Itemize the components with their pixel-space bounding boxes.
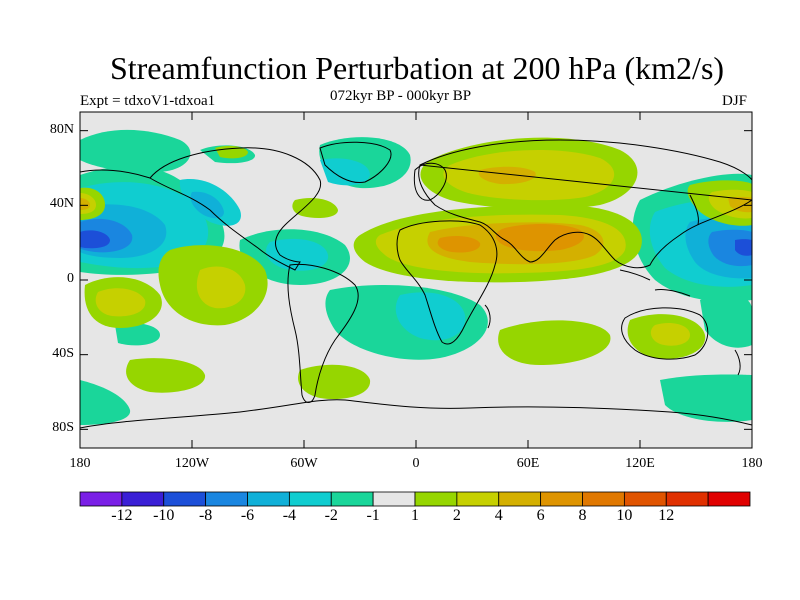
- colorbar-swatch: [665, 491, 709, 507]
- season-label: DJF: [722, 93, 748, 109]
- coast-europe: [413, 162, 447, 201]
- contour-pacific-core-blue: [80, 230, 110, 249]
- contour-arctic-north-america: [80, 129, 191, 173]
- coast-japan: [689, 194, 699, 226]
- contour-arctic-cyan: [320, 158, 370, 186]
- lon-tick-label: 120W: [174, 456, 210, 471]
- colorbar-label: 10: [616, 507, 633, 524]
- colorbar-label: -12: [111, 507, 133, 524]
- colorbar-label: -8: [198, 507, 213, 524]
- colorbar: [79, 491, 751, 507]
- colorbar-label: -4: [282, 507, 297, 524]
- contour-tropical-6b: [437, 235, 481, 253]
- colorbar-label: -2: [324, 507, 338, 524]
- colorbar-swatch: [121, 491, 165, 507]
- contour-south-pacific-band: [126, 358, 206, 393]
- coast-antarctica: [80, 399, 752, 429]
- colorbar-swatch: [163, 491, 207, 507]
- lon-tick-label: 180: [741, 456, 763, 471]
- experiment-label: Expt = tdxoV1-tdxoa1: [80, 93, 216, 109]
- lat-tick-label: 40N: [49, 196, 74, 212]
- lat-tick-label: 80N: [49, 121, 74, 137]
- contour-nw-pacific-core-blue: [735, 239, 752, 256]
- coast-north-america: [149, 147, 322, 271]
- contour-southern-ocean-west: [80, 380, 131, 425]
- lon-tick-label: 0: [412, 456, 420, 471]
- coast-south-america: [287, 263, 359, 403]
- contour-nw-pacific-deep-blue: [708, 229, 752, 267]
- colorbar-swatch: [79, 491, 123, 507]
- contour-southern-africa-positive: [498, 320, 611, 365]
- colorbar-label: 4: [494, 507, 503, 524]
- lon-tick-label: 180: [69, 456, 91, 471]
- coast-madagascar: [484, 304, 491, 329]
- contour-eurasia-4: [478, 166, 536, 185]
- subtitle-label: 072kyr BP - 000kyr BP: [330, 88, 472, 104]
- colorbar-label: 8: [578, 507, 587, 524]
- coast-greenland: [319, 141, 392, 184]
- colorbar-label: 12: [658, 507, 675, 524]
- coast-africa: [396, 220, 498, 345]
- contour-namerica-blue: [190, 191, 224, 219]
- contour-fields: [80, 129, 752, 425]
- lon-tick-label: 60E: [516, 456, 540, 471]
- colorbar-swatch: [707, 491, 751, 507]
- colorbar-label: 6: [536, 507, 545, 524]
- contour-australia-2: [650, 323, 690, 346]
- colorbar-swatch: [456, 491, 500, 507]
- contour-south-pacific-2: [95, 288, 146, 317]
- colorbar-swatch: [623, 491, 667, 507]
- coast-indonesia: [619, 269, 691, 297]
- coast-alaska: [80, 169, 151, 179]
- colorbar-swatch: [205, 491, 248, 507]
- colorbar-label: 2: [452, 507, 461, 524]
- colorbar-label: -6: [240, 507, 255, 524]
- contour-southern-ocean-east: [660, 374, 752, 422]
- lat-tick-label: 80S: [52, 420, 74, 436]
- chart-title: Streamfunction Perturbation at 200 hPa (…: [109, 50, 725, 86]
- contour-south-pacific: [115, 323, 160, 346]
- contour-south-atlantic-cyan: [395, 292, 466, 341]
- colorbar-swatch: [498, 491, 542, 507]
- colorbar-label: -10: [153, 507, 175, 524]
- lat-tick-label: 40S: [52, 345, 74, 361]
- lon-tick-label: 60W: [290, 456, 318, 471]
- colorbar-label: 1: [411, 507, 419, 524]
- colorbar-swatch: [540, 491, 583, 507]
- coast-new-zealand: [734, 349, 741, 376]
- colorbar-label: -1: [366, 507, 380, 524]
- contour-wpac-4-left: [80, 198, 90, 210]
- coast-australia: [621, 307, 709, 360]
- contour-atlantic-positive: [292, 198, 338, 218]
- axis-ticks: [79, 112, 753, 448]
- lon-tick-label: 120E: [625, 456, 655, 471]
- lat-tick-label: 0: [67, 271, 74, 286]
- colorbar-swatch: [247, 491, 290, 507]
- colorbar-swatch: [372, 491, 416, 507]
- contour-east-pacific-2: [196, 266, 246, 309]
- colorbar-swatch: [582, 491, 625, 507]
- colorbar-swatch: [414, 491, 458, 507]
- colorbar-swatch: [330, 491, 374, 507]
- coast-eurasia: [418, 139, 752, 269]
- colorbar-swatch: [288, 491, 332, 507]
- contour-wpac-4: [728, 196, 752, 213]
- contour-southwest-pacific: [700, 294, 752, 348]
- contour-tropical-6: [495, 224, 584, 252]
- coastlines: [80, 139, 752, 429]
